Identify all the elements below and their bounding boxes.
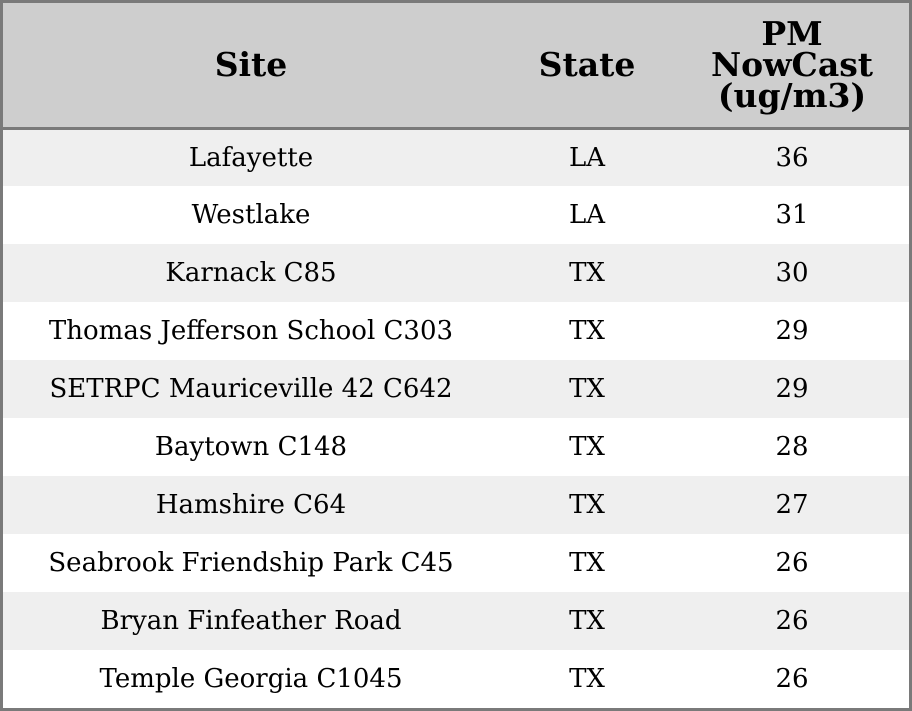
site-cell: Baytown C148 bbox=[154, 432, 348, 462]
pm-value-cell: 26 bbox=[775, 548, 809, 578]
state-cell: TX bbox=[569, 606, 605, 636]
table-row: Seabrook Friendship Park C45 TX 26 bbox=[3, 534, 909, 592]
table-row: Temple Georgia C1045 TX 26 bbox=[3, 650, 909, 708]
site-cell: Westlake bbox=[191, 200, 311, 230]
header-site: Site bbox=[3, 3, 499, 130]
state-cell: LA bbox=[568, 200, 606, 230]
pm-nowcast-table: Site State PM NowCast (ug/m3) Lafayette … bbox=[3, 3, 909, 708]
table-row: SETRPC Mauriceville 42 C642 TX 29 bbox=[3, 360, 909, 418]
table-row: Thomas Jefferson School C303 TX 29 bbox=[3, 302, 909, 360]
state-cell: LA bbox=[568, 142, 606, 173]
table-row: Lafayette LA 36 bbox=[3, 128, 909, 186]
site-cell: Seabrook Friendship Park C45 bbox=[48, 548, 454, 578]
header-pm-line: PM bbox=[761, 14, 823, 54]
pm-value-cell: 31 bbox=[775, 200, 809, 230]
site-cell: Temple Georgia C1045 bbox=[99, 664, 403, 694]
state-cell: TX bbox=[569, 664, 605, 694]
table-row: Baytown C148 TX 28 bbox=[3, 418, 909, 476]
header-state: State bbox=[499, 3, 675, 130]
pm-value-cell: 36 bbox=[775, 142, 809, 173]
site-cell: Bryan Finfeather Road bbox=[100, 606, 402, 636]
site-cell: Thomas Jefferson School C303 bbox=[48, 316, 454, 346]
state-cell: TX bbox=[569, 432, 605, 462]
state-cell: TX bbox=[569, 490, 605, 520]
table-row: Westlake LA 31 bbox=[3, 186, 909, 244]
table-row: Karnack C85 TX 30 bbox=[3, 244, 909, 302]
pm-value-cell: 28 bbox=[775, 432, 809, 462]
state-cell: TX bbox=[569, 374, 605, 404]
site-cell: SETRPC Mauriceville 42 C642 bbox=[49, 374, 453, 404]
pm-value-cell: 26 bbox=[775, 664, 809, 694]
header-pm-line: NowCast bbox=[710, 45, 874, 85]
state-cell: TX bbox=[569, 258, 605, 288]
state-cell: TX bbox=[569, 316, 605, 346]
pm-value-cell: 26 bbox=[775, 606, 809, 636]
table-header: Site State PM NowCast (ug/m3) bbox=[3, 3, 909, 130]
header-row: Site State PM NowCast (ug/m3) bbox=[3, 3, 909, 130]
state-cell: TX bbox=[569, 548, 605, 578]
header-pm-line: (ug/m3) bbox=[717, 76, 867, 116]
site-cell: Karnack C85 bbox=[165, 258, 337, 288]
header-pm-nowcast: PM NowCast (ug/m3) bbox=[675, 3, 909, 130]
table-body: Lafayette LA 36 Westlake LA 31 Karnack C… bbox=[3, 128, 909, 708]
pm-value-cell: 29 bbox=[775, 374, 809, 404]
table-row: Hamshire C64 TX 27 bbox=[3, 476, 909, 534]
pm-value-cell: 29 bbox=[775, 316, 809, 346]
pm-value-cell: 27 bbox=[775, 490, 809, 520]
site-cell: Hamshire C64 bbox=[155, 490, 347, 520]
site-cell: Lafayette bbox=[188, 142, 314, 173]
table-row: Bryan Finfeather Road TX 26 bbox=[3, 592, 909, 650]
pm-value-cell: 30 bbox=[775, 258, 809, 288]
